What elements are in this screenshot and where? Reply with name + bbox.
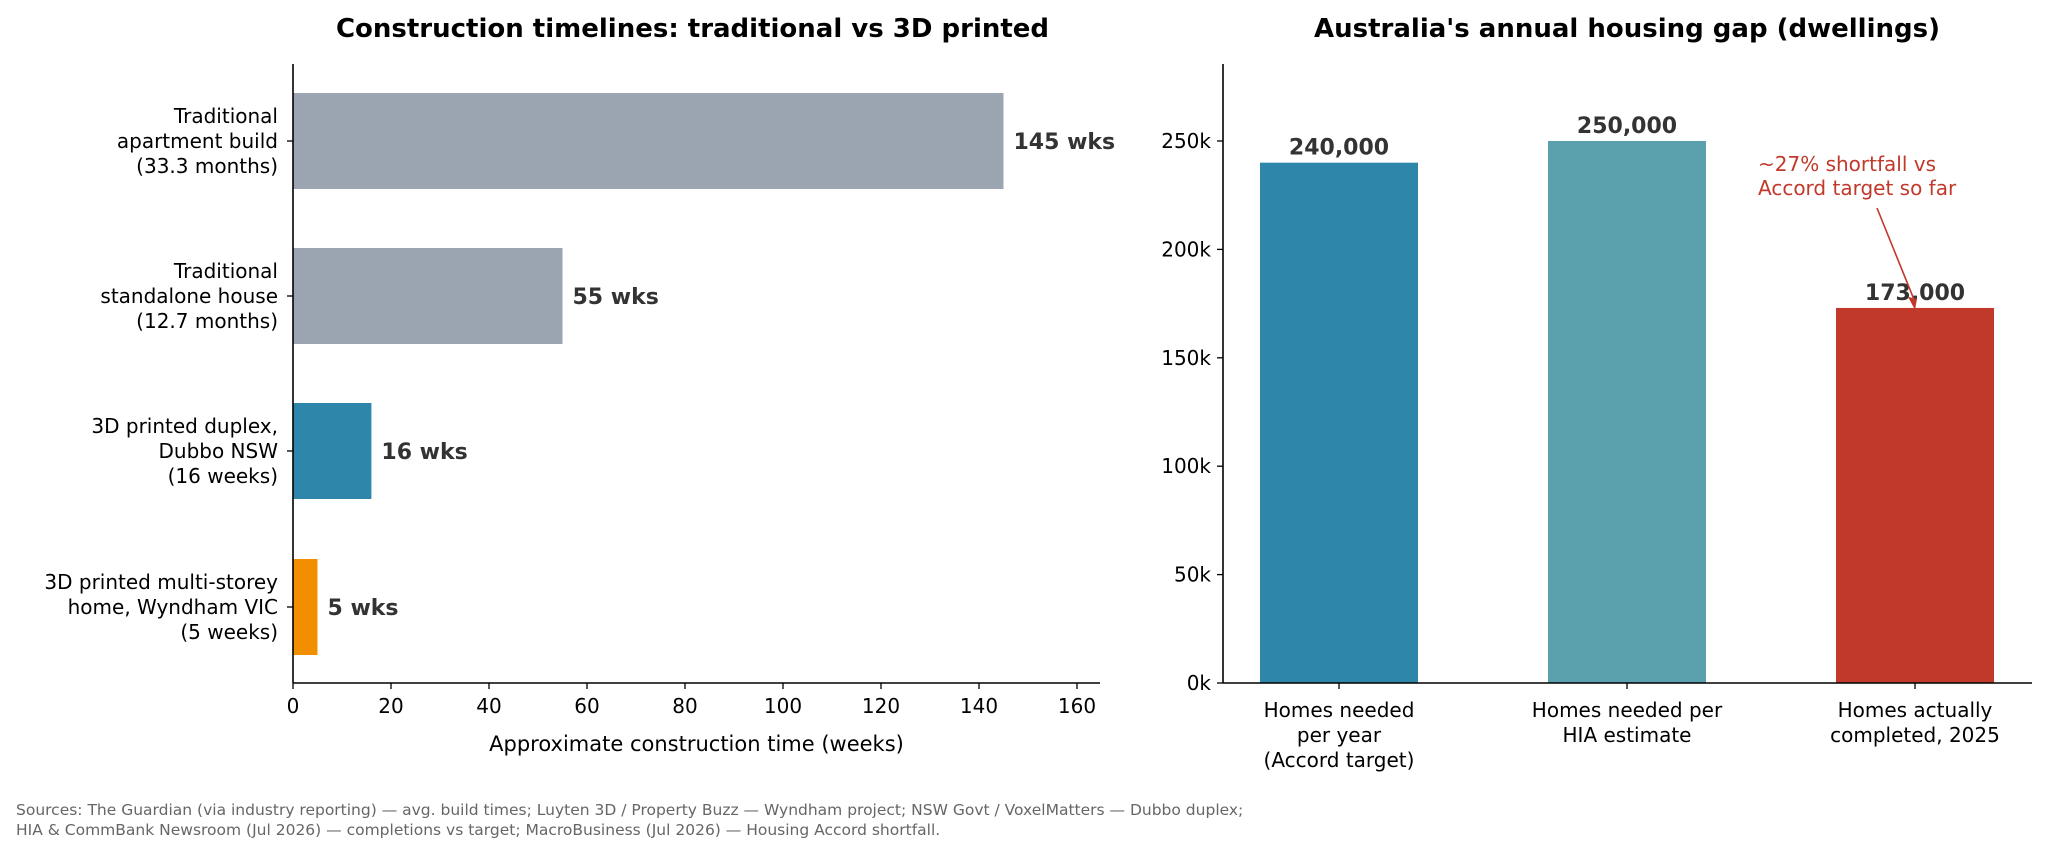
bar-value-label-3: 5 wks	[328, 596, 399, 621]
annotation-line: ~27% shortfall vs	[1758, 152, 1936, 176]
category-label-1: Homes needed per HIA estimate	[1532, 698, 1723, 747]
category-label-line: (16 weeks)	[168, 464, 278, 488]
category-label-line: Dubbo NSW	[159, 439, 279, 463]
sources-line-2: HIA & CommBank Newsroom (Jul 2026) — com…	[16, 821, 941, 839]
category-label-line: apartment build	[117, 129, 278, 153]
bar-2	[293, 403, 372, 499]
category-label-0: Homes needed per year (Accord target)	[1264, 698, 1415, 772]
y-tick-label-2: 100k	[1161, 454, 1211, 478]
category-label-line: 3D printed multi-storey	[44, 570, 278, 594]
x-tick-label-3: 60	[574, 694, 599, 718]
x-tick-label-2: 40	[476, 694, 501, 718]
category-label-0: Traditional apartment build (33.3 months)	[117, 104, 278, 178]
y-tick-label-1: 50k	[1174, 563, 1211, 587]
annotation-arrowhead	[1908, 296, 1917, 310]
category-label-line: Homes actually	[1838, 698, 1993, 722]
category-label-line: completed, 2025	[1830, 723, 2000, 747]
category-label-1: Traditional standalone house (12.7 months)	[100, 259, 278, 333]
y-tick-label-5: 250k	[1161, 129, 1211, 153]
x-tick-label-6: 120	[862, 694, 900, 718]
y-tick-label-0: 0k	[1187, 671, 1212, 695]
shortfall-annotation: ~27% shortfall vs Accord target so far	[1758, 152, 1957, 200]
x-axis-label: Approximate construction time (weeks)	[489, 732, 904, 756]
category-label-line: (Accord target)	[1264, 748, 1415, 772]
bar-value-label-1: 55 wks	[573, 285, 659, 310]
bar-1	[293, 248, 563, 344]
chart-title: Construction timelines: traditional vs 3…	[336, 14, 1049, 44]
category-label-line: standalone house	[100, 284, 278, 308]
chart-title: Australia's annual housing gap (dwelling…	[1314, 14, 1940, 44]
x-tick-label-7: 140	[960, 694, 998, 718]
category-label-2: 3D printed duplex, Dubbo NSW (16 weeks)	[91, 414, 278, 488]
x-tick-label-5: 100	[764, 694, 802, 718]
category-label-line: home, Wyndham VIC	[68, 595, 278, 619]
bar-value-label-0: 145 wks	[1014, 130, 1116, 155]
annotation-line: Accord target so far	[1758, 176, 1957, 200]
category-label-line: Traditional	[173, 259, 278, 283]
bar-value-label-0: 240,000	[1289, 136, 1389, 161]
housing-gap-chart: Australia's annual housing gap (dwelling…	[1161, 14, 2032, 772]
category-label-line: Traditional	[173, 104, 278, 128]
timeline-chart: Construction timelines: traditional vs 3…	[44, 14, 1115, 756]
category-label-line: Homes needed	[1264, 698, 1415, 722]
bar-value-label-1: 250,000	[1577, 114, 1677, 139]
bar-1	[1548, 141, 1706, 683]
category-label-2: Homes actually completed, 2025	[1830, 698, 2000, 747]
x-tick-label-1: 20	[378, 694, 403, 718]
y-tick-label-4: 200k	[1161, 237, 1211, 261]
bar-value-label-2: 16 wks	[381, 440, 467, 465]
category-label-line: (33.3 months)	[136, 154, 278, 178]
bar-2	[1836, 307, 1994, 683]
x-tick-label-8: 160	[1058, 694, 1096, 718]
category-label-line: (12.7 months)	[136, 309, 278, 333]
category-label-line: 3D printed duplex,	[91, 414, 278, 438]
category-label-line: per year	[1297, 723, 1382, 747]
category-label-3: 3D printed multi-storey home, Wyndham VIC…	[44, 570, 278, 644]
bar-3	[293, 559, 318, 655]
annotation-arrow-line	[1876, 207, 1916, 303]
bar-0	[1260, 162, 1418, 683]
sources-line-1: Sources: The Guardian (via industry repo…	[16, 801, 1244, 819]
x-tick-label-4: 80	[672, 694, 697, 718]
category-label-line: HIA estimate	[1563, 723, 1692, 747]
category-label-line: Homes needed per	[1532, 698, 1723, 722]
x-tick-label-0: 0	[287, 694, 300, 718]
y-tick-label-3: 150k	[1161, 346, 1211, 370]
bar-0	[293, 93, 1004, 189]
category-label-line: (5 weeks)	[180, 620, 278, 644]
sources-note: Sources: The Guardian (via industry repo…	[16, 800, 1243, 840]
